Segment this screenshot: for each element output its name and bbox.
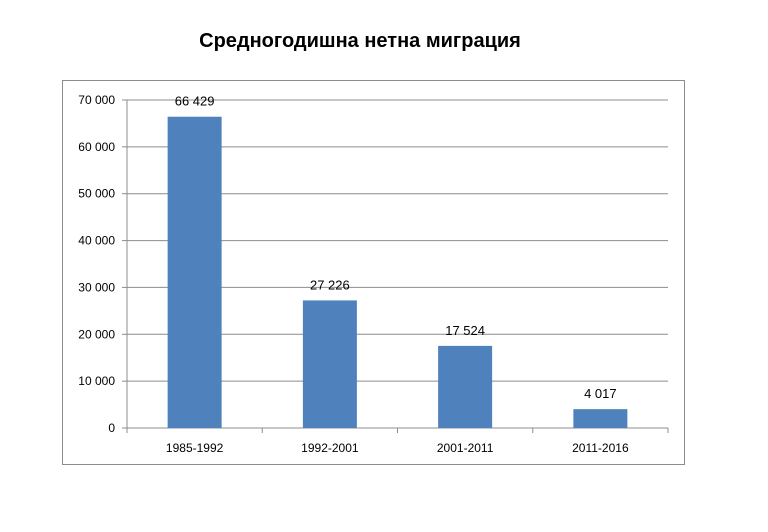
- y-tick-label: 60 000: [78, 140, 115, 154]
- bar: [302, 300, 357, 428]
- y-tick-label: 10 000: [78, 374, 115, 388]
- chart-title: Средногодишна нетна миграция: [199, 30, 521, 52]
- x-tick-label: 1992-2001: [301, 441, 359, 455]
- y-tick-label: 30 000: [78, 280, 115, 294]
- y-tick-label: 70 000: [78, 93, 115, 107]
- y-tick-label: 40 000: [78, 234, 115, 248]
- data-label: 66 429: [175, 94, 215, 109]
- chart-frame: [62, 80, 685, 465]
- data-label: 27 226: [310, 277, 350, 292]
- y-tick-label: 0: [108, 421, 115, 435]
- bar: [573, 409, 628, 428]
- y-tick-label: 20 000: [78, 327, 115, 341]
- data-label: 4 017: [584, 386, 617, 401]
- bar: [438, 345, 493, 428]
- data-label: 17 524: [445, 323, 485, 338]
- x-tick-label: 2011-2016: [572, 441, 629, 455]
- bar: [167, 116, 222, 428]
- y-tick-label: 50 000: [78, 187, 115, 201]
- x-tick-label: 2001-2011: [437, 441, 494, 455]
- x-tick-label: 1985-1992: [166, 441, 224, 455]
